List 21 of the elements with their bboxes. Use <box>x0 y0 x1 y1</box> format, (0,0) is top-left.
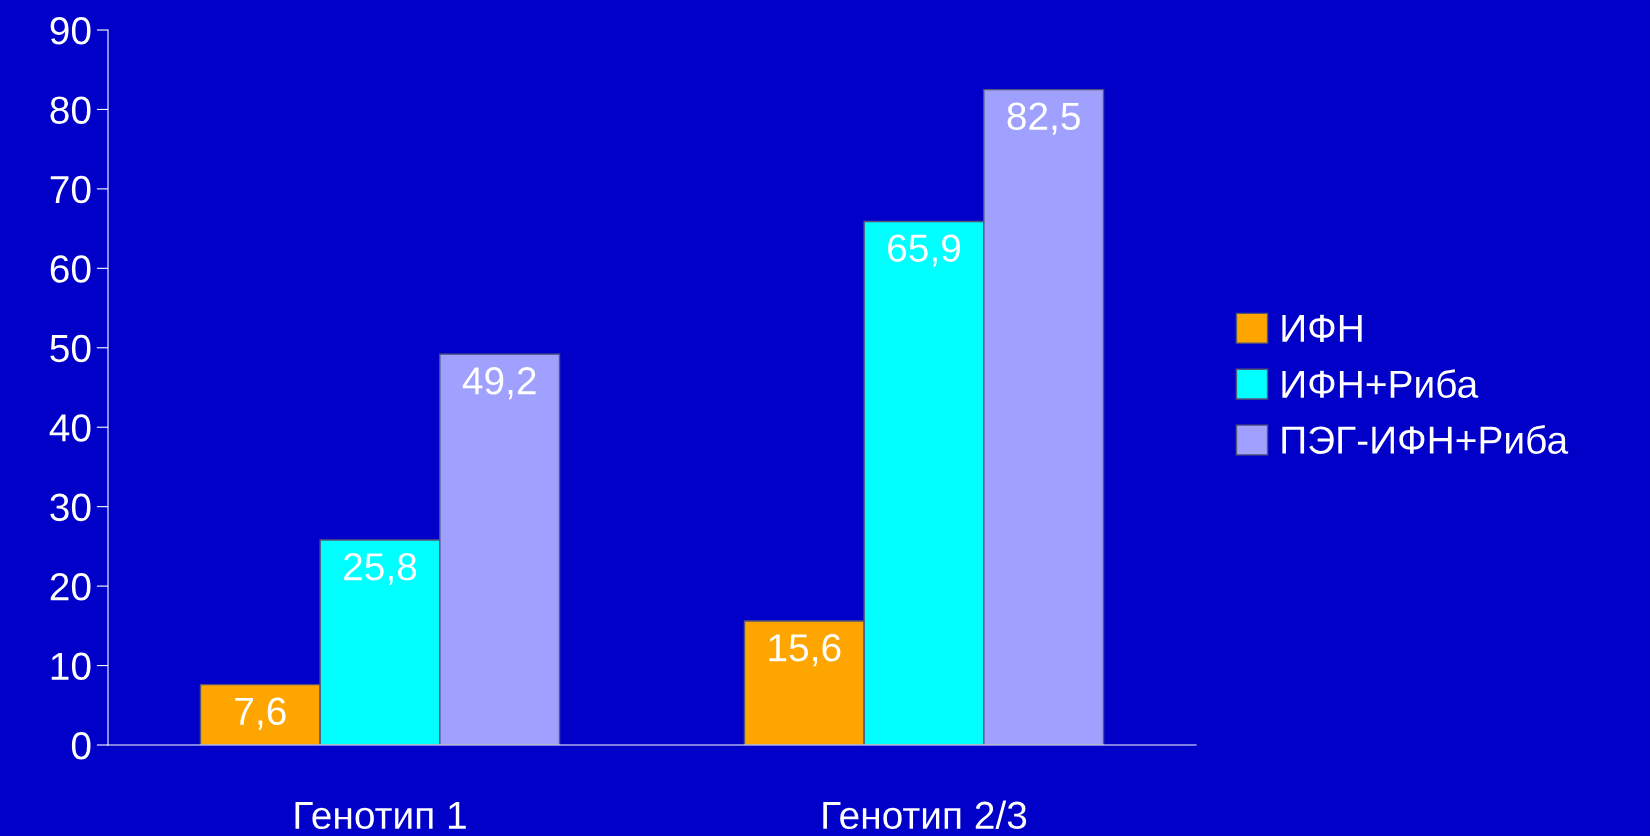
data-label: 82,5 <box>1007 102 1080 135</box>
y-tick-label: 50 <box>50 334 91 363</box>
data-label: 15,6 <box>769 634 841 667</box>
data-label: 25,8 <box>344 552 417 586</box>
y-tick-label: 70 <box>50 175 91 204</box>
x-tick-label: Генотип 1 <box>295 801 466 830</box>
y-tick-label: 80 <box>50 96 91 124</box>
legend-label: ИФН+Риба <box>1282 369 1479 399</box>
y-tick-label: 0 <box>71 731 91 760</box>
y-tick-label: 20 <box>50 573 91 601</box>
y-tick-label: 10 <box>51 652 91 681</box>
y-tick-label: 60 <box>50 255 91 283</box>
data-label: 65,9 <box>888 234 960 267</box>
data-label: 7,6 <box>235 697 286 730</box>
legend-label: ИФН <box>1282 314 1362 342</box>
y-tick-label: 90 <box>50 16 91 45</box>
y-tick-label: 40 <box>49 414 91 442</box>
legend-label: ПЭГ-ИФН+Риба <box>1282 425 1569 454</box>
data-label: 49,2 <box>462 367 536 400</box>
x-tick-label: Генотип 2/3 <box>823 800 1027 830</box>
y-tick-label: 30 <box>50 493 91 522</box>
